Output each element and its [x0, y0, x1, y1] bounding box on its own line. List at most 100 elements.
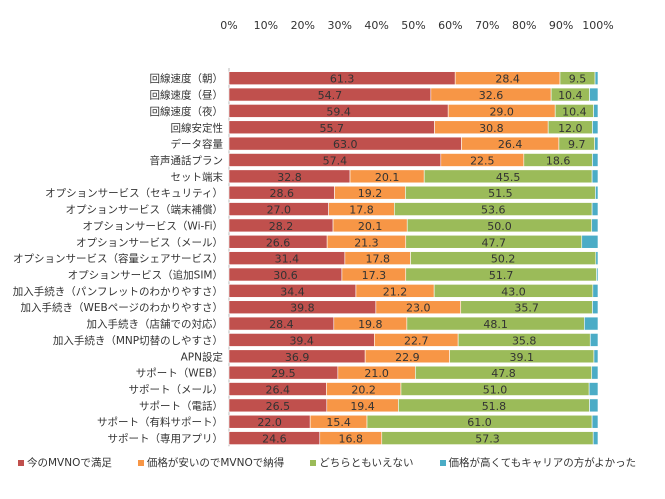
- category-label: 回線速度（朝）: [150, 72, 224, 85]
- data-label: 27.0: [267, 204, 292, 217]
- legend-item-satisfied: 今のMVNOで満足: [18, 455, 112, 470]
- data-label: 51.8: [482, 400, 507, 413]
- data-label: 26.6: [266, 236, 291, 249]
- data-label: 19.2: [358, 187, 383, 200]
- data-label: 29.0: [489, 105, 514, 118]
- category-label: サポート（メール）: [129, 384, 224, 396]
- legend-label: 今のMVNOで満足: [27, 457, 112, 469]
- data-label: 12.0: [558, 122, 583, 135]
- x-tick-label: 60%: [438, 19, 462, 32]
- data-label: 26.4: [265, 384, 290, 397]
- data-label: 17.8: [365, 253, 390, 266]
- bar-segment: [591, 202, 599, 216]
- data-label: 22.0: [257, 416, 282, 429]
- data-label: 21.2: [383, 285, 408, 298]
- data-label: 51.7: [489, 269, 514, 282]
- data-label: 28.4: [269, 318, 294, 331]
- bar-segment: [589, 333, 599, 347]
- data-label: 35.7: [514, 302, 539, 315]
- legend-swatch: [439, 459, 446, 466]
- legend-swatch: [137, 459, 144, 466]
- legend-swatch: [18, 459, 24, 466]
- data-label: 22.9: [395, 351, 420, 364]
- data-label: 18.6: [546, 154, 571, 167]
- bar-segment: [592, 153, 599, 167]
- bar-segment: [592, 300, 599, 315]
- category-label: サポート（有料サポート）: [97, 416, 223, 429]
- data-label: 30.6: [273, 269, 298, 282]
- bar-segment: [581, 234, 599, 249]
- x-tick-label: 30%: [327, 19, 351, 32]
- legend-item-cheap-accept: 価格が安いのでMVNOで納得: [137, 455, 284, 470]
- legend-label: 価格が高くてもキャリアの方がよかった: [448, 457, 637, 469]
- x-tick-label: 50%: [401, 19, 425, 32]
- data-label: 19.4: [350, 400, 375, 413]
- data-label: 30.8: [479, 122, 504, 135]
- data-label: 45.5: [496, 171, 521, 184]
- x-tick-label: 40%: [364, 19, 388, 32]
- data-label: 51.5: [488, 187, 513, 200]
- category-label: 加入手続き（パンフレットのわかりやすさ）: [13, 285, 223, 298]
- data-label: 32.6: [479, 89, 504, 102]
- bar-segment: [592, 431, 599, 445]
- category-label: 加入手続き（店舗での対応）: [87, 318, 224, 331]
- data-label: 28.6: [270, 187, 295, 200]
- category-label: オプションサービス（セキュリティ）: [45, 188, 223, 200]
- data-label: 36.9: [285, 351, 310, 364]
- data-label: 28.4: [495, 73, 520, 86]
- bar-segment: [593, 104, 599, 118]
- bar-segment: [595, 185, 599, 200]
- data-label: 57.4: [323, 154, 348, 167]
- bar-segment: [589, 398, 599, 413]
- data-label: 57.3: [475, 433, 500, 446]
- category-label: 加入手続き（WEBページのわかりやすさ）: [20, 301, 223, 314]
- data-label: 23.0: [406, 302, 431, 315]
- x-tick-label: 80%: [512, 19, 536, 32]
- bar-segment: [596, 267, 599, 282]
- data-label: 17.8: [349, 204, 374, 217]
- data-label: 34.4: [280, 285, 305, 298]
- legend: 今のMVNOで満足 価格が安いのでMVNOで納得 どちらともいえない 価格が高く…: [18, 455, 636, 470]
- data-label: 55.7: [320, 122, 345, 135]
- data-label: 50.0: [487, 220, 512, 233]
- data-label: 10.4: [558, 89, 583, 102]
- data-label: 31.4: [275, 253, 300, 266]
- category-label: データ容量: [171, 138, 224, 151]
- legend-item-neutral: どちらともいえない: [310, 455, 414, 470]
- bar-segment: [592, 284, 599, 298]
- bar-segment: [594, 136, 599, 151]
- data-label: 20.1: [358, 220, 383, 233]
- bar-segment: [591, 218, 599, 233]
- stacked-bar-chart: 0% 10% 20% 30% 40% 50% 60% 70% 80% 90% 100% 回線速度（朝）…: [13, 19, 614, 447]
- data-label: 26.5: [266, 400, 291, 413]
- x-tick-label: 20%: [291, 19, 315, 32]
- bar-segment: [593, 349, 599, 364]
- data-label: 22.7: [404, 334, 429, 347]
- data-label: 20.2: [351, 384, 376, 397]
- data-label: 47.7: [482, 236, 507, 249]
- data-label: 21.0: [364, 367, 389, 380]
- x-tick-label: 90%: [549, 19, 573, 32]
- data-label: 9.5: [569, 73, 587, 86]
- data-label: 22.5: [470, 154, 495, 167]
- category-label: オプションサービス（Wi-Fi）: [82, 220, 223, 232]
- category-label: 回線安定性: [171, 121, 224, 134]
- data-label: 29.5: [271, 367, 296, 380]
- data-label: 24.6: [262, 433, 287, 446]
- category-label: 回線速度（昼）: [150, 89, 224, 102]
- bar-segment: [591, 365, 599, 380]
- category-label: サポート（専用アプリ）: [108, 433, 224, 445]
- data-label: 39.4: [289, 334, 314, 347]
- data-label: 54.7: [318, 89, 343, 102]
- category-label: オプションサービス（追加SIM）: [68, 269, 223, 282]
- data-label: 19.8: [358, 318, 383, 331]
- category-label: オプションサービス（メール）: [76, 237, 223, 249]
- category-label: 音声通話プラン: [150, 154, 224, 167]
- data-label: 15.4: [326, 416, 351, 429]
- data-label: 32.8: [277, 171, 302, 184]
- data-label: 59.4: [326, 105, 351, 118]
- legend-swatch: [310, 459, 317, 466]
- bar-segment: [588, 382, 599, 396]
- data-label: 35.8: [512, 334, 537, 347]
- data-label: 53.6: [481, 204, 506, 217]
